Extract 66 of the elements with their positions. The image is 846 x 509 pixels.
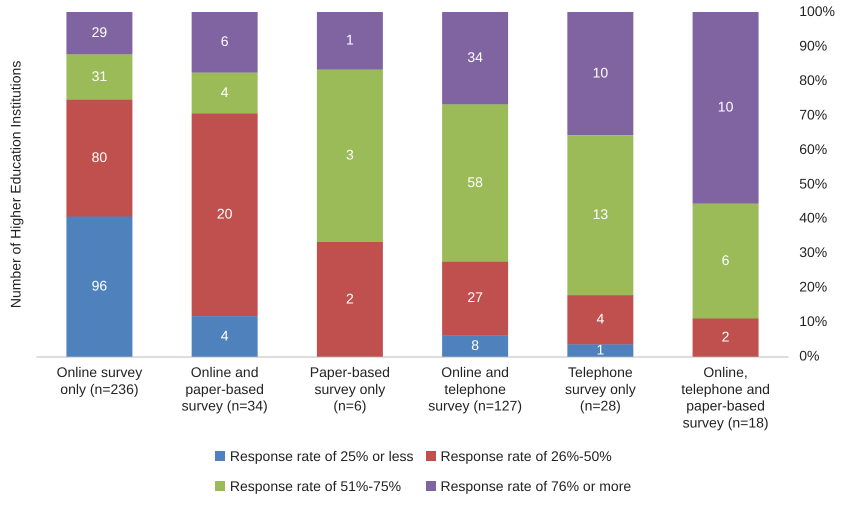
legend-label: Response rate of 76% or more — [440, 478, 632, 494]
y-tick-label: 30% — [799, 244, 828, 260]
bar — [567, 135, 634, 296]
bar — [442, 12, 508, 104]
x-tick-label: Online and paper-based survey (n=34) — [182, 364, 268, 414]
legend-label: Response rate of 51%-75% — [230, 478, 402, 494]
annotation: 4 — [220, 327, 229, 344]
bar — [66, 216, 132, 357]
annotation: 2 — [722, 328, 730, 345]
annotation: 20 — [216, 206, 233, 222]
bar — [692, 318, 759, 357]
bar — [66, 12, 132, 54]
bar — [192, 316, 258, 357]
y-tick-label: 0% — [799, 348, 820, 364]
annotation: 10 — [592, 64, 608, 80]
bar — [66, 100, 132, 216]
y-tick-label: 10% — [799, 313, 828, 330]
bar — [692, 12, 759, 204]
bar — [192, 72, 258, 114]
y-tick-label: 100% — [799, 2, 836, 19]
bar — [567, 295, 634, 344]
y-tick-label: 80% — [799, 72, 828, 88]
y-tick-label: 70% — [799, 106, 828, 122]
annotation: 3 — [346, 146, 354, 163]
bar — [316, 12, 383, 70]
annotation: 13 — [592, 206, 608, 222]
bar — [692, 204, 759, 319]
bar — [316, 70, 383, 242]
bar — [567, 344, 634, 357]
annotation: 1 — [596, 341, 604, 358]
bar — [66, 54, 132, 100]
annotation: 8 — [471, 336, 480, 353]
x-tick-label: Online, telephone and paper-based survey (n=18) — [681, 364, 770, 430]
annotation: 4 — [596, 310, 604, 327]
bar — [192, 12, 258, 73]
x-tick-label: Online and telephone survey (n=127) — [428, 364, 522, 414]
annotation: 58 — [467, 174, 484, 190]
bar — [442, 335, 508, 357]
y-tick-label: 60% — [799, 140, 828, 157]
y-tick-label: 40% — [799, 210, 828, 226]
x-tick-label: Paper-based survey only (n=6) — [310, 364, 390, 414]
x-tick-label: Online survey only (n=236) — [56, 364, 142, 397]
legend-label: Response rate of 26%-50% — [440, 448, 612, 464]
bar — [442, 104, 508, 262]
x-tick-label: Telephone survey only (n=28) — [564, 364, 636, 414]
bar — [567, 12, 634, 136]
bar — [316, 242, 383, 357]
annotation: 6 — [722, 252, 730, 268]
annotation: 2 — [346, 290, 354, 306]
annotation: 29 — [92, 24, 108, 40]
annotation: 27 — [467, 289, 484, 306]
y-axis-title: Number of Higher Education Institutions — [7, 60, 24, 308]
legend-label: Response rate of 25% or less — [230, 448, 414, 464]
annotation: 34 — [467, 49, 484, 66]
annotation: 80 — [92, 148, 108, 165]
annotation: 1 — [346, 32, 354, 48]
y-tick-label: 20% — [799, 278, 828, 295]
bar — [442, 262, 508, 336]
annotation: 10 — [718, 98, 734, 115]
annotation: 96 — [92, 277, 108, 294]
annotation: 31 — [92, 68, 108, 84]
bar — [192, 113, 258, 316]
annotation: 6 — [220, 33, 229, 50]
annotation: 4 — [220, 84, 229, 100]
y-tick-label: 90% — [799, 37, 828, 54]
y-tick-label: 50% — [799, 175, 828, 192]
